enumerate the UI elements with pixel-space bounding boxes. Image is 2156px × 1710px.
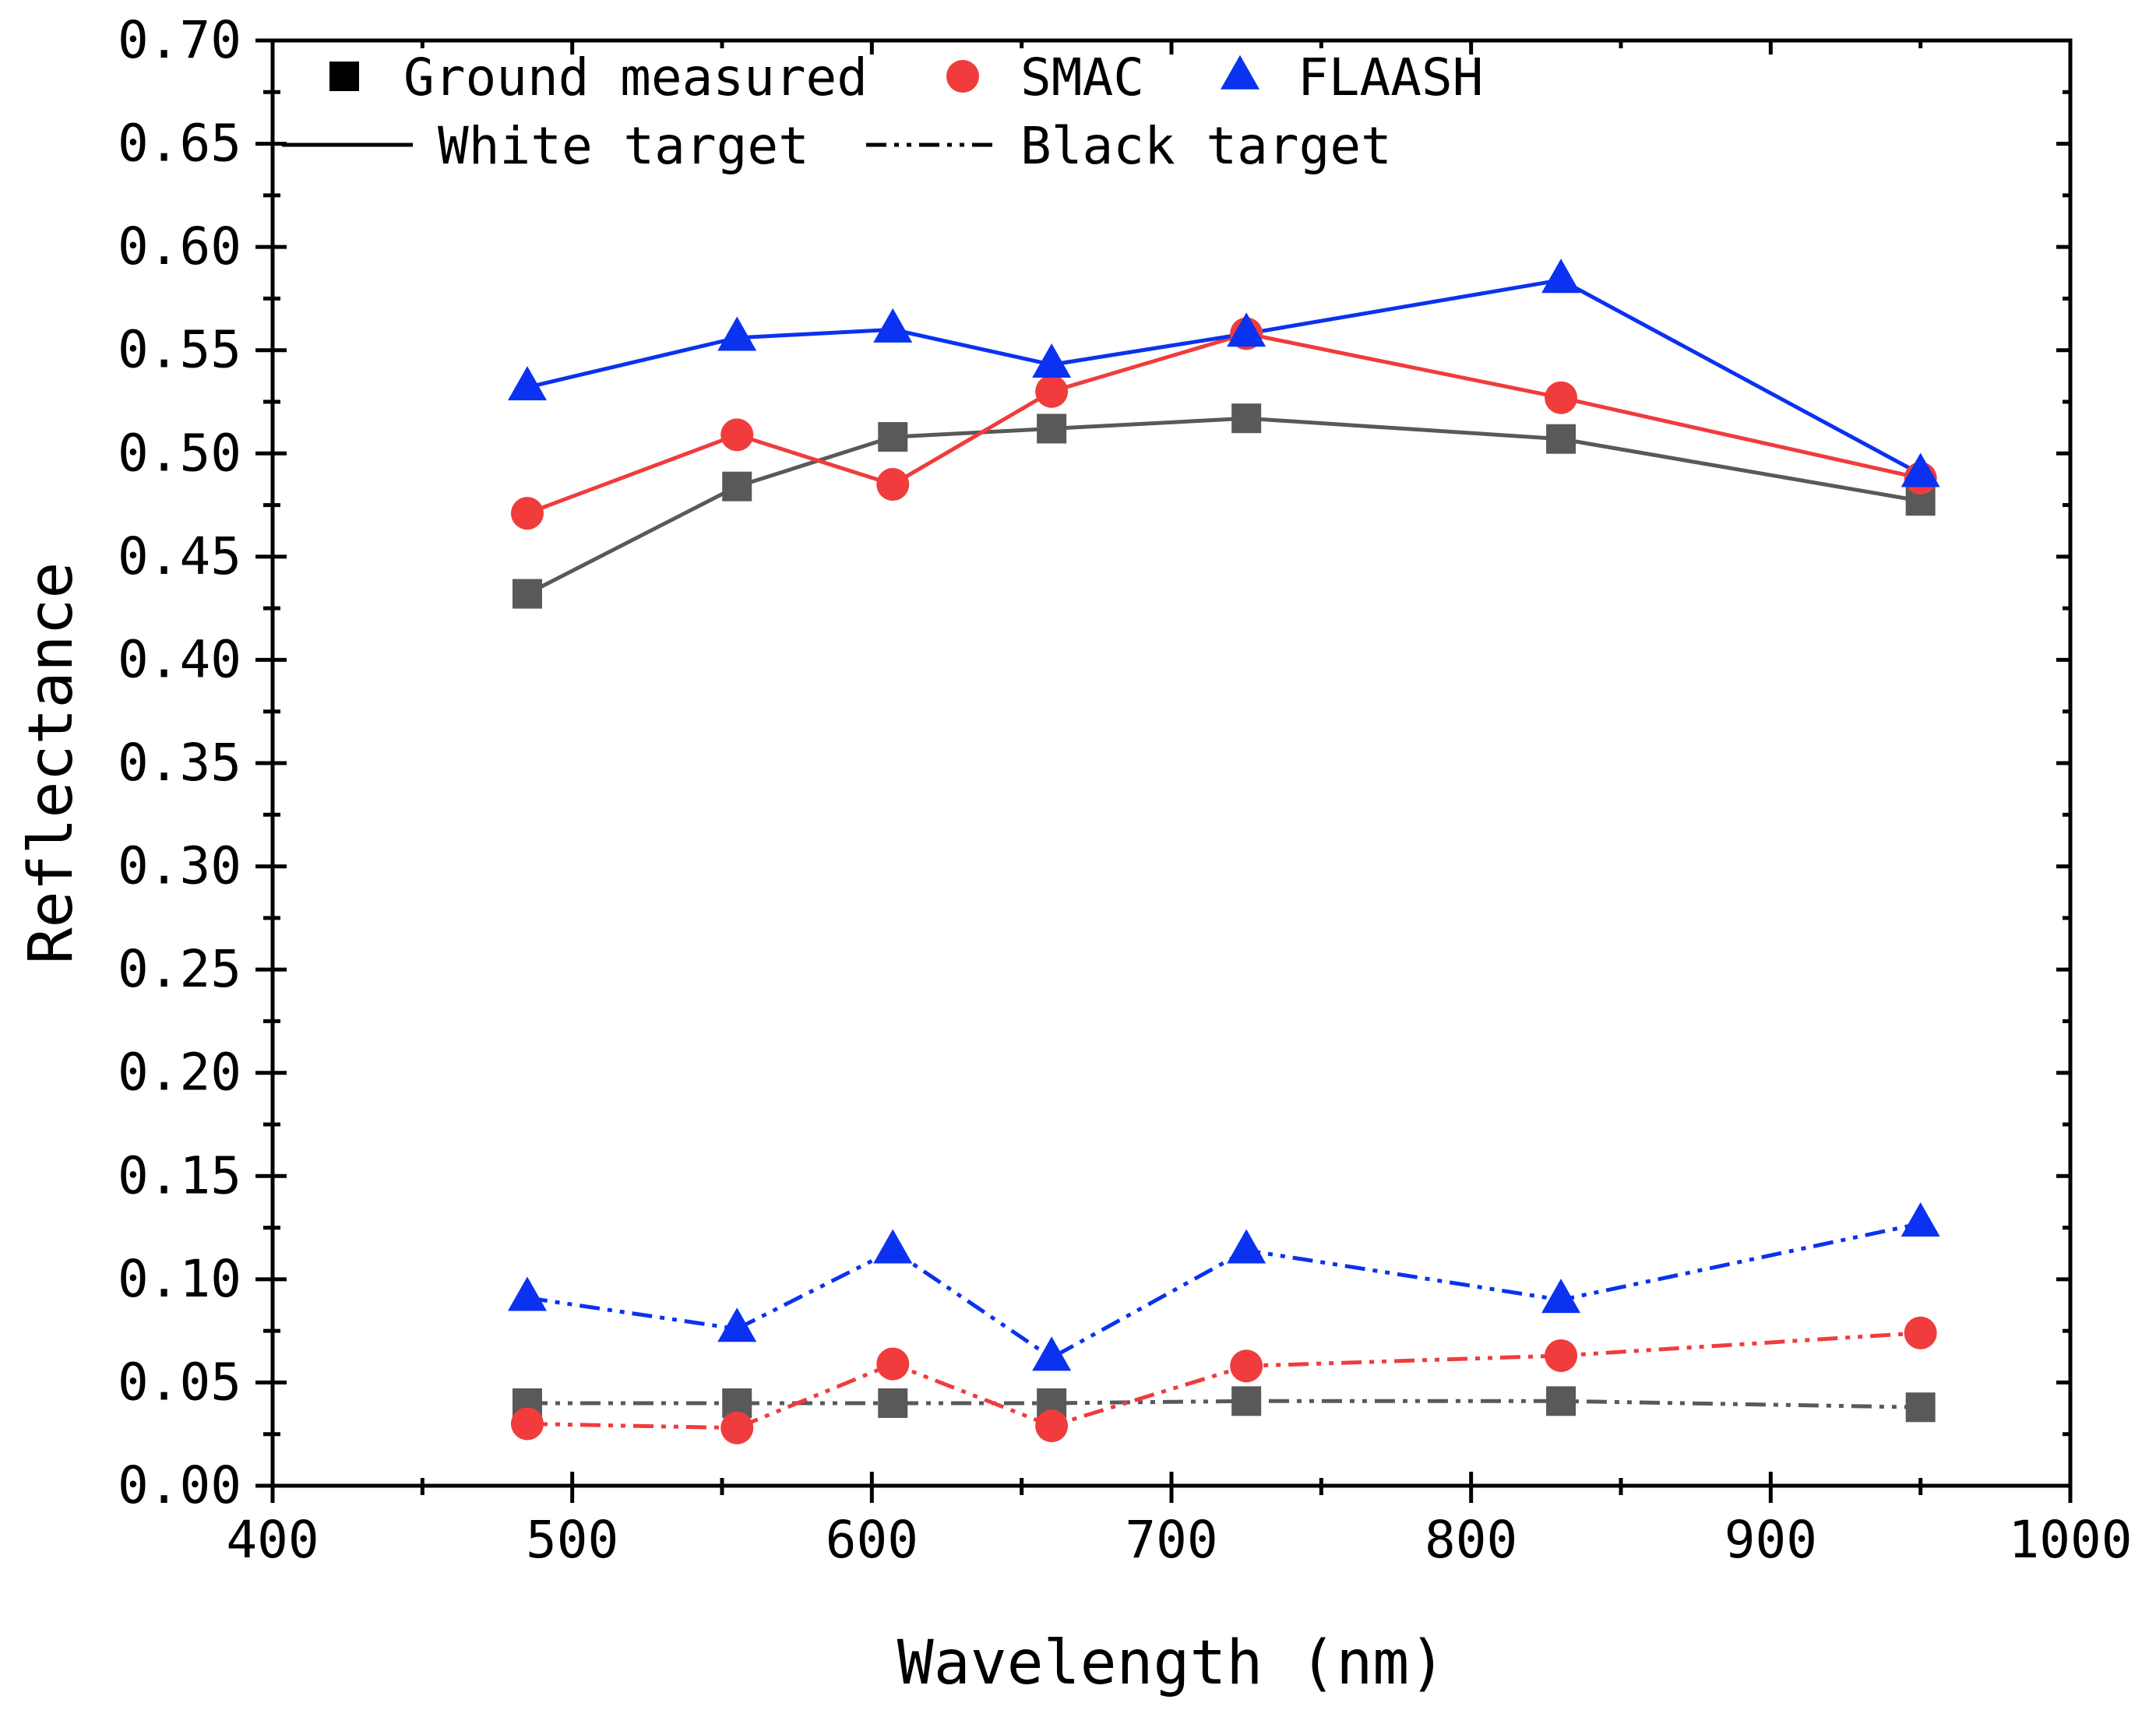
data-point-4-5 — [1545, 1339, 1578, 1372]
y-tick-label: 0.55 — [118, 320, 241, 380]
y-tick-label: 0.15 — [118, 1145, 241, 1205]
y-tick-label: 0.45 — [118, 526, 241, 586]
data-point-2-3 — [1032, 343, 1072, 378]
y-tick-label: 0.25 — [118, 939, 241, 999]
y-tick-label: 0.65 — [118, 114, 241, 174]
x-tick-label: 1000 — [2009, 1510, 2133, 1570]
y-tick-label: 0.00 — [118, 1455, 241, 1515]
data-point-0-0 — [512, 579, 542, 609]
legend-label: FLAASH — [1298, 48, 1483, 107]
legend-label: Black target — [1020, 116, 1392, 176]
data-point-0-4 — [1231, 403, 1262, 434]
data-point-5-4 — [1227, 1229, 1266, 1264]
x-tick-label: 700 — [1125, 1510, 1217, 1570]
x-tick-label: 900 — [1724, 1510, 1817, 1570]
data-point-3-2 — [878, 1388, 908, 1418]
legend-label: White target — [438, 116, 809, 176]
x-tick-label: 800 — [1425, 1510, 1517, 1570]
y-tick-label: 0.35 — [118, 733, 241, 793]
data-point-4-4 — [1230, 1349, 1263, 1383]
data-point-0-5 — [1546, 424, 1576, 454]
y-tick-label: 0.40 — [118, 629, 241, 689]
data-point-1-1 — [720, 418, 754, 452]
tick-labels: 400 500 600 700 800 900 1000 0.00 0.05 0.10 0.15 0.… — [118, 10, 2132, 1570]
y-tick-label: 0.20 — [118, 1043, 241, 1103]
data-point-2-1 — [717, 316, 757, 351]
legend-marker-circle — [946, 60, 979, 93]
data-point-3-6 — [1905, 1392, 1936, 1423]
plot-frame — [270, 38, 2073, 1488]
data-point-4-2 — [876, 1347, 910, 1381]
x-axis-title: Wavelength (nm) — [897, 1628, 1446, 1698]
data-point-4-1 — [720, 1411, 754, 1444]
y-tick-label: 0.50 — [118, 423, 241, 483]
y-tick-label: 0.05 — [118, 1352, 241, 1412]
data-point-2-2 — [873, 308, 913, 343]
data-point-5-2 — [873, 1229, 913, 1264]
legend-marker-triangle — [1221, 55, 1259, 90]
x-tick-label: 400 — [226, 1510, 319, 1570]
legend: Ground measured SMAC FLAASH White target Bla… — [282, 48, 1483, 176]
y-tick-label: 0.30 — [118, 836, 241, 896]
data-point-2-6 — [1901, 452, 1940, 487]
data-point-3-5 — [1546, 1386, 1576, 1416]
series-markers — [507, 259, 1940, 1444]
legend-label: SMAC — [1020, 48, 1144, 107]
data-point-0-1 — [722, 471, 752, 501]
data-point-2-0 — [507, 366, 547, 401]
data-point-0-2 — [878, 422, 908, 452]
data-point-1-2 — [876, 468, 910, 501]
data-point-5-0 — [507, 1276, 547, 1311]
legend-label: Ground measured — [403, 48, 868, 107]
data-point-1-0 — [510, 497, 544, 530]
data-point-2-5 — [1541, 259, 1581, 294]
data-point-5-3 — [1032, 1336, 1072, 1371]
data-point-1-3 — [1035, 375, 1069, 408]
y-tick-label: 0.70 — [118, 10, 241, 70]
data-point-3-4 — [1231, 1386, 1262, 1416]
data-point-0-3 — [1037, 413, 1067, 444]
legend-marker-square — [329, 62, 359, 91]
data-point-1-5 — [1545, 381, 1578, 414]
y-axis-title: Reflectance — [16, 562, 86, 965]
data-point-5-6 — [1901, 1202, 1940, 1237]
x-tick-label: 500 — [526, 1510, 618, 1570]
data-point-5-1 — [717, 1307, 757, 1342]
y-tick-label: 0.60 — [118, 216, 241, 276]
series-lines — [526, 277, 1922, 1430]
data-point-4-3 — [1035, 1409, 1069, 1443]
data-point-5-5 — [1541, 1279, 1581, 1314]
y-tick-label: 0.10 — [118, 1249, 241, 1309]
data-point-4-0 — [510, 1407, 544, 1441]
x-tick-label: 600 — [826, 1510, 918, 1570]
data-point-2-4 — [1227, 312, 1266, 347]
data-point-4-6 — [1904, 1316, 1937, 1349]
